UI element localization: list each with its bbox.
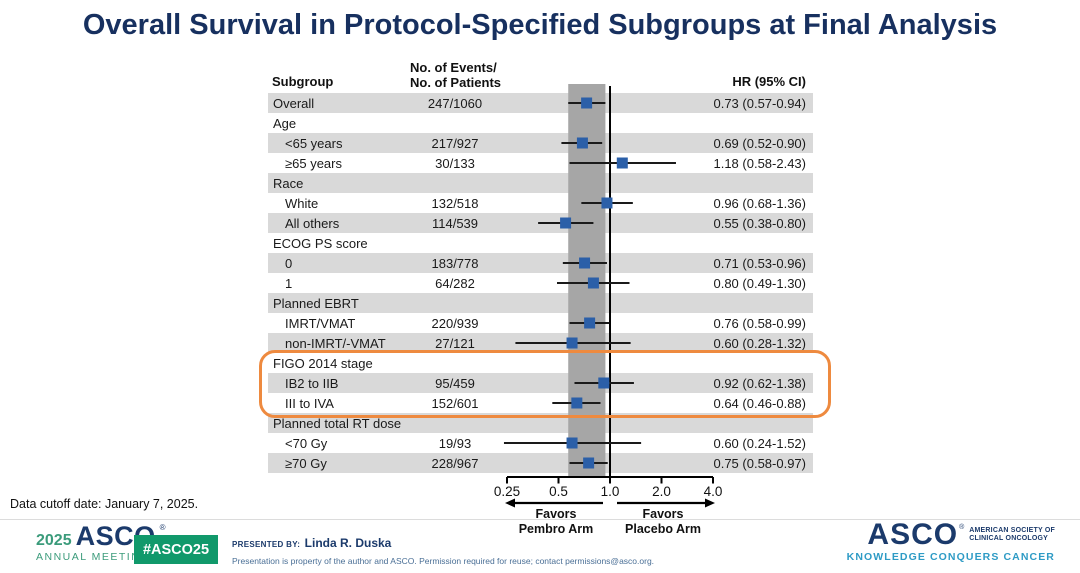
row-label: III to IVA [285, 395, 334, 411]
row-events-patients: 114/539 [431, 215, 479, 231]
table-category-row: Race [268, 173, 813, 193]
slide-title: Overall Survival in Protocol-Specified S… [82, 9, 998, 41]
row-label: White [285, 195, 319, 211]
favors-right-line1: Favors [642, 507, 684, 521]
row-events-patients: 183/778 [431, 255, 479, 271]
row-label: Planned total RT dose [273, 415, 402, 431]
row-events-patients: 247/1060 [427, 95, 483, 111]
asco-logo-row: ASCO ® AMERICAN SOCIETY OF CLINICAL ONCOL… [847, 518, 1055, 551]
asco-tagline-line1: AMERICAN SOCIETY OF [969, 527, 1055, 534]
col-header-events-line2: No. of Patients [410, 75, 502, 90]
col-header-subgroup: Subgroup [272, 74, 334, 89]
row-hr-ci: 0.60 (0.28-1.32) [713, 335, 806, 351]
row-hr-ci: 1.18 (0.58-2.43) [713, 155, 806, 171]
row-label: All others [285, 215, 340, 231]
row-label: ≥70 Gy [285, 455, 327, 471]
col-header-events: No. of Events/No. of Patients [410, 60, 501, 90]
table-row: <65 years 217/927 0.69 (0.52-0.90) [268, 133, 813, 153]
disclaimer-text: Presentation is property of the author a… [232, 556, 655, 566]
presenter-name: Linda R. Duska [304, 536, 392, 550]
row-hr-ci: 0.80 (0.49-1.30) [713, 275, 806, 291]
footer-divider [0, 519, 1080, 520]
favors-pembro-label: Favors Pembro Arm [519, 507, 594, 537]
row-label: non-IMRT/-VMAT [285, 335, 386, 351]
favors-right-line2: Placebo Arm [625, 522, 701, 536]
asco-logo: ASCO ® AMERICAN SOCIETY OF CLINICAL ONCOL… [846, 518, 1055, 564]
table-category-row: Planned EBRT [268, 293, 813, 313]
figo-highlight-box [259, 350, 831, 418]
row-label: 0 [285, 255, 293, 271]
table-row: All others 114/539 0.55 (0.38-0.80) [268, 213, 813, 233]
row-hr-ci: 0.96 (0.68-1.36) [713, 195, 806, 211]
table-category-row: Age [268, 113, 813, 133]
row-hr-ci: 0.64 (0.46-0.88) [713, 395, 806, 411]
row-events-patients: 220/939 [431, 315, 479, 331]
row-hr-ci: 0.55 (0.38-0.80) [713, 215, 806, 231]
row-label: 1 [285, 275, 293, 291]
row-events-patients: 152/601 [431, 395, 479, 411]
table-row: 1 64/282 0.80 (0.49-1.30) [268, 273, 813, 293]
row-label: ECOG PS score [273, 235, 368, 251]
table-row: III to IVA 152/601 0.64 (0.46-0.88) [268, 393, 813, 413]
favors-placebo-label: Favors Placebo Arm [625, 507, 701, 537]
row-events-patients: 30/133 [435, 155, 475, 171]
row-label: <65 years [285, 135, 343, 151]
table-row: <70 Gy 19/93 0.60 (0.24-1.52) [268, 433, 813, 453]
meeting-name: ANNUAL MEETING [36, 551, 150, 563]
table-row: White 132/518 0.96 (0.68-1.36) [268, 193, 813, 213]
row-label: IB2 to IIB [285, 375, 339, 391]
row-hr-ci: 0.69 (0.52-0.90) [713, 135, 806, 151]
row-label: ≥65 years [285, 155, 342, 171]
table-row: IMRT/VMAT 220/939 0.76 (0.58-0.99) [268, 313, 813, 333]
row-events-patients: 217/927 [431, 135, 479, 151]
col-header-events-line1: No. of Events/ [410, 60, 497, 75]
table-row: 0 183/778 0.71 (0.53-0.96) [268, 253, 813, 273]
favors-left-line2: Pembro Arm [518, 522, 594, 536]
favors-left-line1: Favors [535, 507, 577, 521]
row-events-patients: 64/282 [435, 275, 475, 291]
row-events-patients: 19/93 [438, 435, 472, 451]
table-row: ≥70 Gy 228/967 0.75 (0.58-0.97) [268, 453, 813, 473]
row-label: Planned EBRT [273, 295, 359, 311]
row-label: <70 Gy [285, 435, 328, 451]
asco-motto: KNOWLEDGE CONQUERS CANCER [846, 551, 1055, 563]
row-label: FIGO 2014 stage [273, 355, 373, 371]
row-hr-ci: 0.73 (0.57-0.94) [713, 95, 806, 111]
table-category-row: FIGO 2014 stage [268, 353, 813, 373]
row-label: IMRT/VMAT [285, 315, 356, 331]
row-events-patients: 95/459 [435, 375, 475, 391]
row-label: Overall [273, 95, 315, 111]
row-hr-ci: 0.60 (0.24-1.52) [713, 435, 806, 451]
row-hr-ci: 0.71 (0.53-0.96) [713, 255, 806, 271]
presented-by-block: PRESENTED BY: Linda R. Duska Presentatio… [232, 534, 654, 566]
row-events-patients: 27/121 [435, 335, 475, 351]
row-events-patients: 132/518 [431, 195, 479, 211]
data-cutoff-note: Data cutoff date: January 7, 2025. [10, 497, 199, 511]
row-label: Age [273, 115, 297, 131]
asco-tagline: AMERICAN SOCIETY OF CLINICAL ONCOLOGY [969, 527, 1055, 543]
registered-mark-icon: ® [159, 523, 166, 532]
table-row: Overall 247/1060 0.73 (0.57-0.94) [268, 93, 813, 113]
presented-by-label: PRESENTED BY: [232, 540, 301, 549]
row-hr-ci: 0.92 (0.62-1.38) [713, 375, 806, 391]
meeting-year: 2025 [36, 532, 72, 549]
row-events-patients: 228/967 [431, 455, 479, 471]
registered-mark-icon: ® [959, 524, 965, 531]
row-hr-ci: 0.75 (0.58-0.97) [713, 455, 806, 471]
row-hr-ci: 0.76 (0.58-0.99) [713, 315, 806, 331]
col-header-hr: HR (95% CI) [732, 74, 806, 89]
table-category-row: Planned total RT dose [268, 413, 813, 433]
row-label: Race [273, 175, 304, 191]
asco-wordmark: ASCO [867, 518, 959, 551]
table-category-row: ECOG PS score [268, 233, 813, 253]
table-row: ≥65 years 30/133 1.18 (0.58-2.43) [268, 153, 813, 173]
table-row: IB2 to IIB 95/459 0.92 (0.62-1.38) [268, 373, 813, 393]
asco-tagline-line2: CLINICAL ONCOLOGY [969, 535, 1048, 542]
hashtag-badge: #ASCO25 [134, 535, 218, 564]
